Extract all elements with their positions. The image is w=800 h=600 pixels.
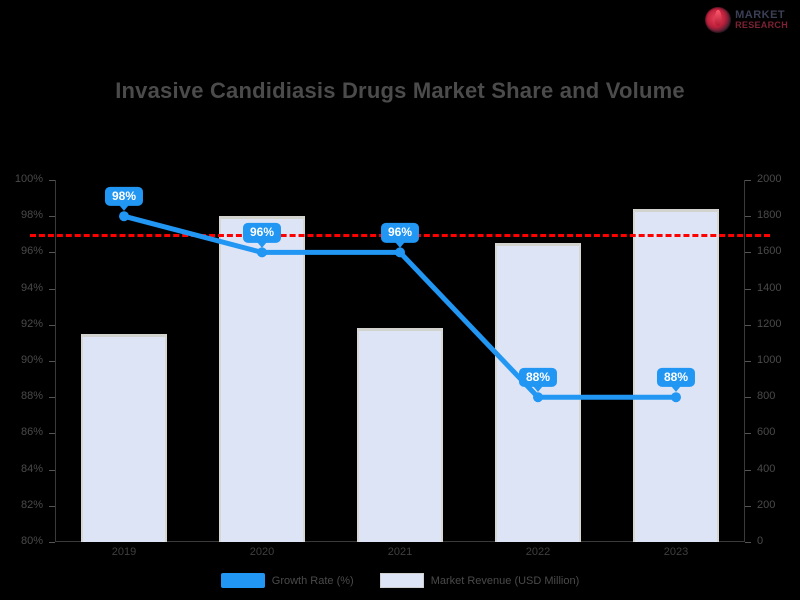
right-tick-mark: [745, 252, 751, 254]
chart-legend: Growth Rate (%) Market Revenue (USD Mill…: [0, 573, 800, 588]
bar-2021[interactable]: [357, 328, 443, 542]
left-tick-mark: [49, 433, 55, 435]
x-axis-label-2022: 2022: [525, 546, 551, 558]
right-axis-line: [744, 180, 745, 542]
right-tick-mark: [745, 324, 751, 326]
line-marker-2019[interactable]: [119, 211, 129, 222]
right-tick-mark: [745, 288, 751, 290]
left-axis-label: 82%: [20, 498, 43, 511]
left-tick-mark: [49, 542, 55, 543]
line-series: [119, 211, 681, 403]
data-label-2020: 96%: [242, 223, 282, 248]
left-tick-mark: [49, 361, 55, 362]
left-tick-mark: [49, 505, 55, 507]
right-tick-mark: [745, 180, 751, 181]
left-tick-mark: [49, 180, 55, 181]
left-axis-label: 96%: [20, 245, 43, 258]
legend-label-bar: Market Revenue (USD Million): [430, 574, 580, 587]
data-label-2019: 98%: [104, 187, 144, 212]
legend-item-bar[interactable]: Market Revenue (USD Million): [379, 573, 580, 588]
globe-leaf-icon: [705, 7, 732, 33]
bar-2020[interactable]: [219, 216, 305, 542]
left-axis-label: 98%: [20, 209, 43, 222]
legend-item-line[interactable]: Growth Rate (%): [220, 573, 354, 588]
left-axis-label: 86%: [20, 426, 43, 439]
right-axis-label: 2000: [757, 173, 782, 185]
left-axis-line: [55, 180, 56, 542]
right-tick-mark: [745, 505, 751, 507]
right-axis-label: 400: [757, 462, 776, 475]
legend-swatch-line: [220, 573, 265, 588]
data-label-2023: 88%: [656, 368, 696, 393]
right-axis-label: 600: [757, 426, 776, 439]
right-tick-mark: [745, 361, 751, 362]
left-tick-mark: [49, 397, 55, 399]
x-axis-label-2023: 2023: [663, 546, 689, 558]
right-axis-label: 1600: [757, 245, 782, 258]
left-tick-mark: [49, 324, 55, 326]
line-marker-2022[interactable]: [533, 392, 543, 403]
right-axis-label: 1800: [757, 209, 782, 222]
left-axis-label: 80%: [20, 535, 43, 547]
legend-label-line: Growth Rate (%): [271, 574, 354, 587]
chart-title: Invasive Candidiasis Drugs Market Share …: [115, 78, 685, 103]
line-marker-2023[interactable]: [671, 392, 681, 403]
right-axis-label: 800: [757, 390, 776, 403]
logo-wordmark: MARKET RESEARCH: [735, 10, 788, 30]
right-axis-label: 1000: [757, 354, 782, 366]
left-tick-mark: [49, 288, 55, 290]
right-tick-mark: [745, 469, 751, 471]
legend-swatch-bar: [379, 573, 424, 588]
right-axis-label: 200: [757, 498, 776, 511]
left-axis-label: 88%: [20, 390, 43, 403]
x-axis-label-2021: 2021: [387, 546, 413, 558]
x-axis-label-2019: 2019: [111, 546, 137, 558]
logo-line-1: MARKET: [735, 9, 786, 21]
left-tick-mark: [49, 469, 55, 471]
right-axis-label: 1200: [757, 317, 782, 330]
line-marker-2021[interactable]: [395, 247, 405, 258]
left-axis-label: 84%: [20, 462, 43, 475]
logo-line-2: RESEARCH: [735, 20, 788, 30]
left-tick-mark: [49, 252, 55, 254]
right-tick-mark: [745, 397, 751, 399]
brand-logo: MARKET RESEARCH: [705, 4, 788, 36]
right-axis-label: 0: [757, 535, 764, 547]
right-axis-label: 1400: [757, 281, 782, 294]
right-tick-mark: [745, 542, 751, 543]
bar-2019[interactable]: [81, 333, 167, 542]
right-tick-mark: [745, 433, 751, 435]
x-axis-label-2020: 2020: [249, 546, 275, 558]
left-tick-mark: [49, 216, 55, 218]
left-axis-label: 92%: [20, 317, 43, 330]
right-tick-mark: [745, 216, 751, 218]
left-axis-label: 90%: [20, 354, 43, 366]
left-axis-label: 94%: [20, 281, 43, 294]
data-label-2021: 96%: [380, 223, 420, 248]
data-label-2022: 88%: [518, 368, 558, 393]
left-axis-label: 100%: [14, 173, 43, 185]
line-marker-2020[interactable]: [257, 247, 267, 258]
plot-area: 100% 98% 96% 94% 92% 90% 88% 86% 84% 82% 80% 2000 1…: [15, 173, 782, 558]
